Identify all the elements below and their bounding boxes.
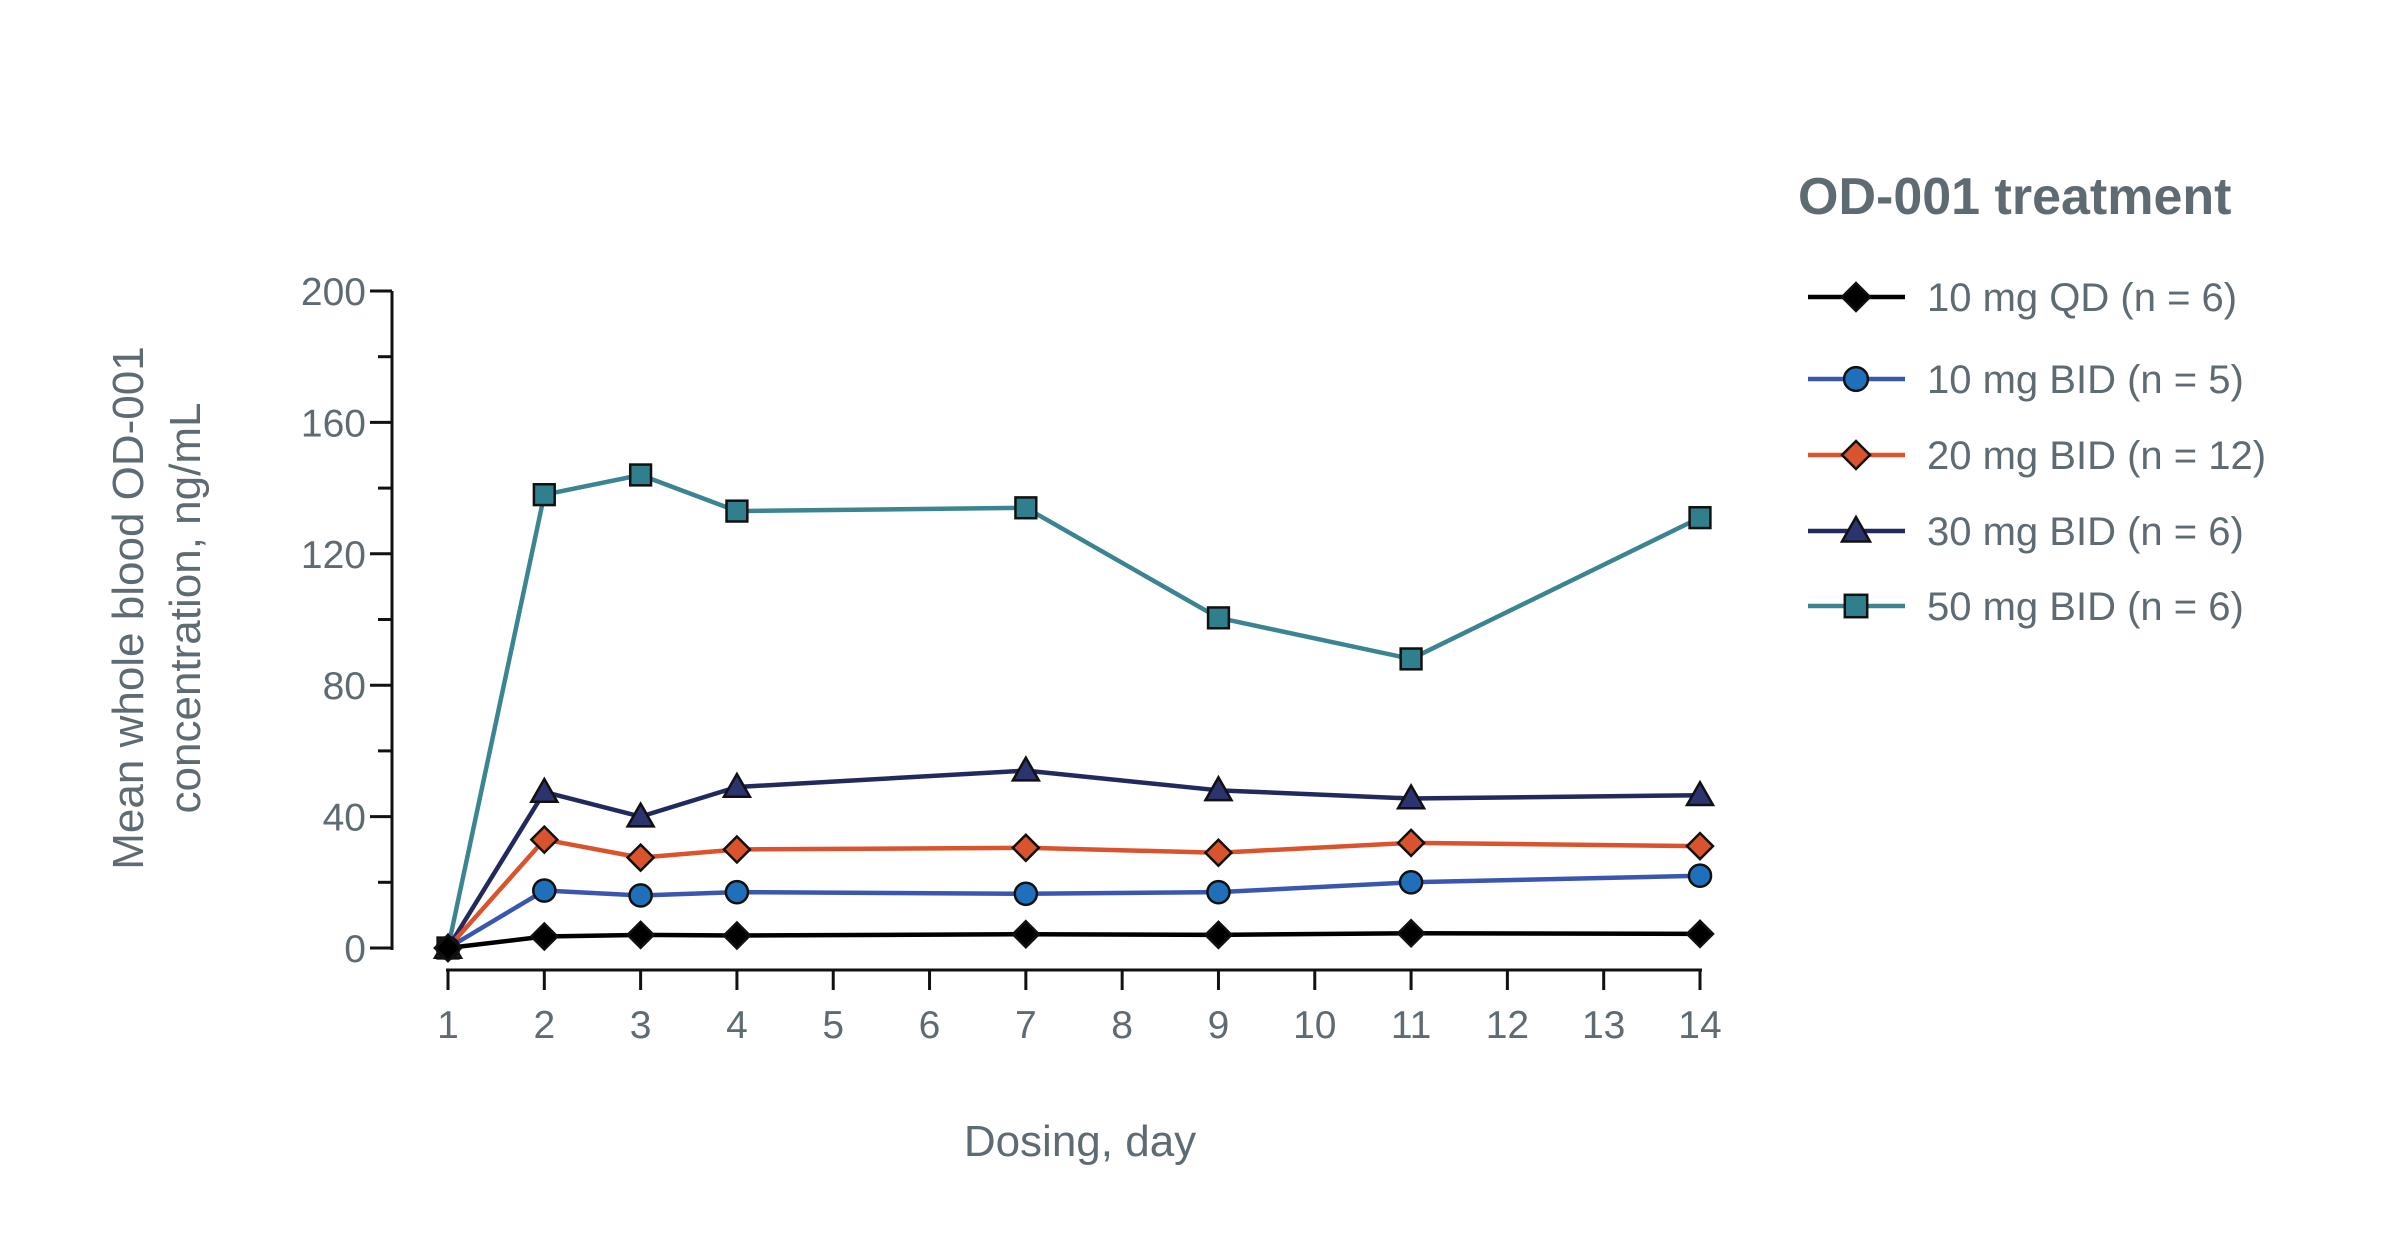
data-point: [1685, 919, 1715, 949]
data-point: [628, 463, 653, 487]
y-axis-title: Mean whole blood OD-001 concentration, n…: [104, 346, 210, 869]
data-point: [722, 920, 752, 951]
series-line: [446, 873, 1701, 950]
legend-item: 10 mg BID (n = 5): [1808, 358, 2244, 402]
series-line: [446, 768, 1701, 950]
series-line: [445, 472, 1701, 949]
data-point: [625, 801, 656, 828]
data-point: [529, 921, 560, 952]
series-3: [432, 755, 1716, 959]
legend-marker: [1843, 593, 1869, 619]
data-point: [1011, 833, 1041, 863]
data-point: [625, 920, 656, 950]
data-point: [1206, 879, 1231, 905]
x-tick-label: 4: [726, 1004, 748, 1047]
data-point: [1010, 755, 1042, 782]
series-line: [446, 837, 1701, 950]
y-axis-title-line-1: Mean whole blood OD-001: [104, 346, 153, 869]
x-tick-label: 8: [1111, 1004, 1133, 1047]
y-axis-title-line-2: concentration, ng/mL: [161, 403, 210, 814]
legend-label: 20 mg BID (n = 12): [1927, 434, 2266, 478]
data-point: [628, 883, 653, 908]
data-point: [1398, 870, 1424, 895]
x-tick-label: 14: [1678, 1004, 1721, 1047]
legend-marker: [1842, 365, 1870, 393]
y-tick-label: 120: [301, 534, 366, 577]
legend-label: 50 mg BID (n = 6): [1927, 585, 2244, 629]
data-point: [1396, 828, 1426, 858]
data-point: [1395, 783, 1427, 810]
axes: [390, 291, 1702, 972]
legend-item: 50 mg BID (n = 6): [1808, 585, 2244, 629]
data-point: [1685, 831, 1715, 861]
x-tick-label: 10: [1293, 1004, 1336, 1047]
legend-label: 10 mg BID (n = 5): [1927, 358, 2244, 402]
x-tick-label: 12: [1486, 1004, 1529, 1047]
y-tick-label: 0: [344, 928, 366, 971]
legend-marker: [1840, 439, 1872, 471]
x-tick-label: 5: [822, 1004, 844, 1047]
data-point: [1687, 863, 1713, 889]
data-point: [1399, 647, 1423, 671]
data-point: [532, 483, 556, 507]
y-ticks: 0 40 80 120 160 200: [301, 271, 392, 971]
data-point: [722, 834, 752, 865]
y-tick-label: 200: [301, 271, 366, 314]
data-point: [433, 933, 463, 963]
data-point: [529, 824, 560, 855]
data-point: [529, 776, 560, 803]
y-tick-label: 40: [323, 797, 366, 840]
data-point: [721, 771, 753, 799]
x-tick-label: 9: [1208, 1004, 1230, 1047]
legend-title: OD-001 treatment: [1798, 168, 2231, 226]
x-tick-label: 2: [533, 1004, 555, 1047]
series-layer: [432, 463, 1716, 963]
data-point: [725, 499, 749, 523]
x-tick-label: 7: [1015, 1004, 1037, 1047]
series-line: [447, 930, 1701, 951]
x-axis-title: Dosing, day: [964, 1117, 1196, 1166]
x-ticks: 1 2 3 4 5 6 7 8 9 10 11 12 13 14: [437, 970, 1722, 1047]
data-point: [532, 878, 557, 903]
legend-marker: [1839, 514, 1873, 543]
legend-items: 10 mg QD (n = 6) 10 mg BID (n = 5) 20 mg B…: [1808, 276, 2266, 629]
legend-label: 30 mg BID (n = 6): [1927, 510, 2244, 554]
y-tick-label: 160: [301, 402, 366, 445]
data-point: [1684, 779, 1716, 807]
series-1: [435, 863, 1713, 961]
y-tick-label: 80: [323, 665, 366, 708]
data-point: [1203, 837, 1234, 868]
legend-item: 20 mg BID (n = 12): [1808, 434, 2266, 478]
legend-item: 30 mg BID (n = 6): [1808, 510, 2244, 554]
x-tick-label: 6: [919, 1004, 941, 1047]
legend: OD-001 treatment 10 mg QD (n = 6) 10 mg B…: [1798, 168, 2266, 629]
series-4: [436, 463, 1712, 960]
data-point: [1203, 920, 1234, 950]
data-point: [1206, 606, 1231, 630]
data-point: [1688, 506, 1712, 530]
data-point: [1013, 881, 1039, 907]
data-point: [625, 842, 656, 873]
x-tick-label: 1: [437, 1004, 459, 1047]
data-point: [1203, 774, 1234, 802]
data-point: [1396, 918, 1426, 948]
data-point: [724, 879, 750, 905]
series-0: [433, 918, 1715, 963]
legend-item: 10 mg QD (n = 6): [1808, 276, 2237, 320]
data-point: [1011, 919, 1041, 949]
x-tick-label: 11: [1391, 1004, 1432, 1047]
x-tick-label: 13: [1582, 1004, 1625, 1047]
legend-label: 10 mg QD (n = 6): [1927, 276, 2237, 320]
x-tick-label: 3: [630, 1004, 652, 1047]
data-point: [1014, 496, 1038, 520]
legend-marker: [1840, 281, 1872, 313]
